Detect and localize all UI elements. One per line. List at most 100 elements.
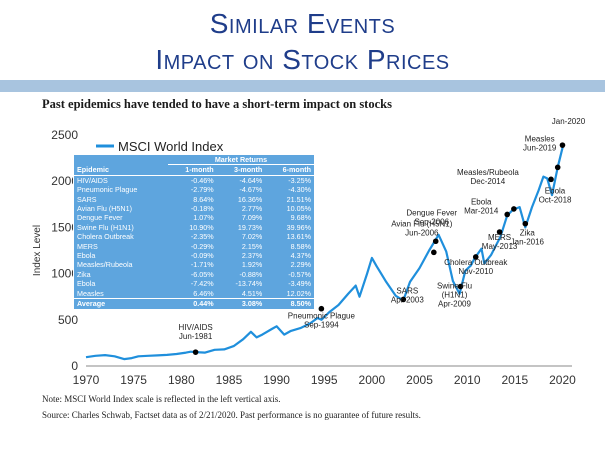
table-cell: 39.96%: [286, 222, 311, 232]
event-label-7-line-0: MERS: [488, 233, 511, 242]
event-label-11-line-1: Jun-2019: [523, 143, 557, 152]
table-cell: Avian Flu (H5N1): [77, 204, 132, 214]
table-cell: 2.29%: [290, 260, 311, 270]
table-average-row: Average 0.44% 3.08% 8.50%: [74, 298, 314, 309]
event-marker-0: [192, 349, 199, 355]
table-cell: -3.49%: [288, 279, 311, 289]
table-row: Pneumonic Plague -2.79% -4.67% -4.30%: [74, 185, 314, 194]
table-row: Zika -6.05% -0.88% -0.57%: [74, 270, 314, 279]
table-cell: SARS: [77, 194, 97, 204]
event-label-7-line-1: May-2013: [482, 242, 518, 251]
table-cell: 8.50%: [265, 298, 314, 309]
event-marker-5: [457, 283, 464, 290]
event-label-9-line-1: Dec-2014: [471, 177, 506, 186]
table-cell: -0.09%: [190, 251, 214, 261]
y-axis-label: Index Level: [32, 225, 43, 276]
event-marker-4: [431, 249, 437, 256]
msci-world-index-chart: 0 500 1000 1500 2000 2500 1970 1975 1980 1985 1990…: [32, 115, 586, 387]
table-row: MERS -0.29% 2.15% 8.58%: [74, 242, 314, 251]
table-cell: Swine Flu (H1N1): [77, 222, 134, 232]
table-cell: Measles/Rubeola: [77, 260, 133, 270]
event-marker-6: [472, 254, 479, 260]
table-cell: -13.74%: [235, 279, 263, 289]
table-cell: Measles: [77, 288, 104, 298]
table-cell: 4.51%: [241, 288, 263, 298]
event-label-12-line-1: Oct-2018: [539, 195, 572, 204]
table-row: Dengue Fever 1.07% 7.09% 9.68%: [74, 213, 314, 222]
table-column-header: 1-month: [167, 164, 217, 176]
table-cell: 8.64%: [193, 194, 214, 204]
table-cell: 4.37%: [290, 251, 311, 261]
table-column-header: 6-month: [265, 164, 314, 176]
table-row: Avian Flu (H5N1) -0.18% 2.77% 10.05%: [74, 204, 314, 213]
table-row: HIV/AIDS -0.46% -4.64% -3.25%: [74, 175, 314, 185]
table-cell: 9.68%: [290, 213, 311, 223]
event-marker-11: [554, 164, 561, 171]
table-cell: -1.71%: [190, 260, 214, 270]
table-cell: -2.79%: [190, 185, 214, 195]
event-label-0-line-0: HIV/AIDS: [178, 323, 212, 332]
table-cell: 2.15%: [241, 241, 263, 251]
event-marker-3: [432, 238, 439, 245]
table-cell: -4.67%: [239, 185, 263, 195]
event-marker-10: [522, 220, 529, 227]
table-cell: -0.18%: [190, 204, 214, 214]
event-marker-12: [548, 176, 554, 183]
event-label-8-line-0: Ebola: [471, 197, 492, 206]
table-cell: -4.30%: [288, 185, 311, 195]
legend-label: MSCI World Index: [118, 139, 224, 154]
event-marker-1: [318, 305, 325, 312]
event-label-10-line-1: Jan-2016: [511, 238, 545, 247]
table-cell: -2.35%: [190, 232, 214, 242]
event-label-11-line-0: Measles: [525, 134, 555, 143]
table-row: SARS 8.64% 16.36% 21.51%: [74, 195, 314, 204]
table-cell: -0.57%: [288, 269, 311, 279]
table-cell: 8.58%: [290, 241, 311, 251]
table-row: Measles 6.46% 4.51% 12.02%: [74, 289, 314, 299]
event-label-3-line-1: Sep-2006: [414, 217, 449, 226]
table-cell: MERS: [77, 241, 98, 251]
table-cell: Ebola: [77, 279, 96, 289]
table-title: Market Returns: [167, 155, 314, 166]
table-cell: HIV/AIDS: [77, 175, 108, 185]
table-cell: 7.09%: [241, 213, 263, 223]
event-marker-2: [400, 296, 407, 303]
x-tick-label-3: 1985: [216, 373, 243, 387]
slide-title-line1: Similar Events: [209, 8, 396, 39]
table-cell: 6.46%: [193, 288, 214, 298]
table-cell: -0.29%: [190, 241, 214, 251]
y-tick-label-3: 1500: [51, 220, 78, 234]
table-cell: 3.08%: [216, 298, 266, 309]
event-label-1-line-1: Sep-1994: [304, 321, 339, 330]
note-scale: Note: MSCI World Index scale is reflecte…: [42, 394, 281, 404]
table-cell: 2.77%: [241, 204, 263, 214]
event-label-2-line-0: SARS: [396, 286, 418, 295]
table-cell: 19.73%: [237, 222, 263, 232]
title-divider-bar: [0, 80, 605, 92]
event-label-2-line-1: Apr-2003: [391, 295, 424, 304]
event-marker-7: [496, 229, 503, 235]
y-tick-label-2: 1000: [51, 267, 78, 281]
table-cell: 13.61%: [286, 232, 311, 242]
table-cell: 21.51%: [286, 194, 311, 204]
market-returns-table: Market Returns Epidemic 1-month 3-month 6-m…: [73, 154, 315, 310]
x-tick-label-7: 2005: [406, 373, 433, 387]
table-cell: 0.44%: [167, 298, 217, 309]
table-cell: -0.46%: [190, 175, 214, 185]
x-tick-label-1: 1975: [120, 373, 147, 387]
x-tick-label-10: 2020: [549, 373, 576, 387]
table-cell: 10.05%: [286, 204, 311, 214]
note-source: Source: Charles Schwab, Factset data as …: [42, 410, 421, 420]
table-cell: -7.42%: [190, 279, 214, 289]
event-label-5-line-1: (H1N1): [442, 291, 468, 300]
x-tick-label-9: 2015: [501, 373, 528, 387]
table-row: Measles/Rubeola -1.71% 1.92% 2.29%: [74, 260, 314, 269]
table-cell: -3.25%: [288, 175, 311, 185]
event-label-5-line-0: Swine Flu: [437, 282, 472, 291]
table-cell: -0.88%: [239, 269, 263, 279]
table-cell: -6.05%: [190, 269, 214, 279]
table-cell: Ebola: [77, 251, 96, 261]
chart-subtitle: Past epidemics have tended to have a sho…: [42, 97, 392, 111]
event-label-9-line-0: Measles/Rubeola: [457, 168, 519, 177]
event-label-13-line-1: Jan-2020: [552, 117, 586, 126]
